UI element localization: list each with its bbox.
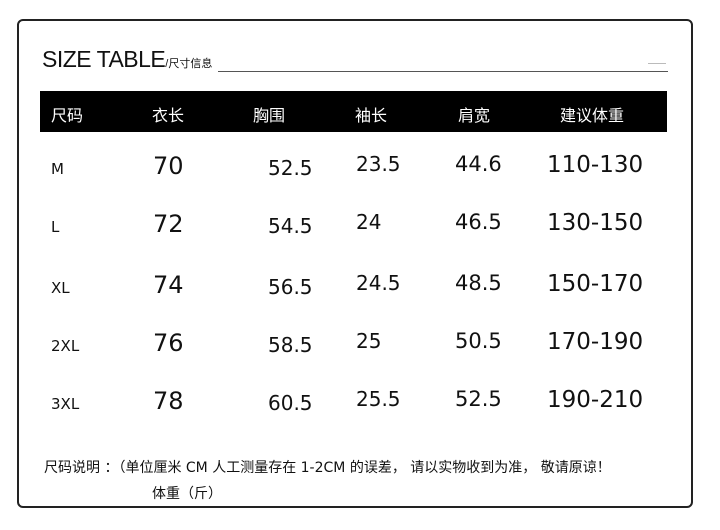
cell-size: M [51,160,64,178]
cell-chest: 60.5 [268,391,313,415]
title-dash [648,63,666,64]
title-main: SIZE TABLE [42,46,166,72]
header-shoulder: 肩宽 [458,106,491,125]
cell-size: XL [51,279,70,297]
cell-shoulder: 44.6 [455,152,502,176]
header-size: 尺码 [51,106,84,125]
cell-length: 76 [153,329,184,357]
cell-length: 70 [153,152,184,180]
weight-unit-note: 体重（斤） [152,486,222,502]
cell-chest: 54.5 [268,214,313,238]
cell-chest: 56.5 [268,275,313,299]
table-row: L 72 54.5 24 46.5 130-150 [0,210,720,250]
cell-chest: 58.5 [268,333,313,357]
title-divider [218,71,668,72]
cell-sleeve: 25.5 [356,387,401,411]
title-sub: /尺寸信息 [165,58,213,70]
cell-length: 78 [153,387,184,415]
cell-shoulder: 50.5 [455,329,502,353]
cell-size: 3XL [51,395,80,413]
cell-weight: 190-210 [547,387,644,413]
cell-shoulder: 48.5 [455,271,502,295]
cell-sleeve: 24.5 [356,271,401,295]
cell-weight: 150-170 [547,271,644,297]
header-sleeve: 袖长 [355,106,388,125]
cell-shoulder: 46.5 [455,210,502,234]
cell-length: 72 [153,210,184,238]
table-row: XL 74 56.5 24.5 48.5 150-170 [0,271,720,311]
size-table-frame [17,19,693,508]
page-title: SIZE TABLE/尺寸信息 [42,46,212,73]
header-length: 衣长 [152,106,185,125]
cell-shoulder: 52.5 [455,387,502,411]
cell-weight: 110-130 [547,152,644,178]
cell-size: L [51,218,60,236]
cell-sleeve: 24 [356,210,382,234]
header-weight: 建议体重 [560,106,625,125]
cell-chest: 52.5 [268,156,313,180]
cell-size: 2XL [51,337,80,355]
cell-weight: 170-190 [547,329,644,355]
cell-sleeve: 23.5 [356,152,401,176]
table-row: 2XL 76 58.5 25 50.5 170-190 [0,329,720,369]
cell-weight: 130-150 [547,210,644,236]
table-row: 3XL 78 60.5 25.5 52.5 190-210 [0,387,720,427]
cell-length: 74 [153,271,184,299]
header-chest: 胸围 [253,106,286,125]
table-row: M 70 52.5 23.5 44.6 110-130 [0,152,720,192]
size-note: 尺码说明 ：（单位厘米 CM 人工测量存在 1-2CM 的误差， 请以实物收到为… [44,460,611,476]
cell-sleeve: 25 [356,329,382,353]
table-header: 尺码 衣长 胸围 袖长 肩宽 建议体重 [40,91,667,132]
